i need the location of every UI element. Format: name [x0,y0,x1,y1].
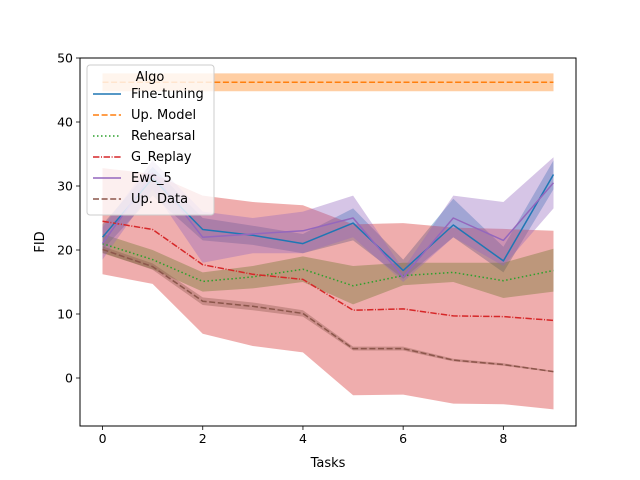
rehearsal-band [102,234,554,305]
y-tick-label: 30 [57,179,73,194]
g-replay-band [102,168,554,410]
legend-label-up-data: Up. Data [131,192,188,207]
legend-entries: Fine-tuning Up. Model Rehearsal G_Replay Ewc… [93,87,204,207]
y-tick-label: 40 [57,115,73,130]
x-tick-label: 4 [299,431,307,446]
y-axis-ticks: 0 10 20 30 40 50 [57,51,80,386]
x-tick-label: 8 [499,431,507,446]
y-tick-label: 20 [57,243,73,258]
up-data-line [102,248,554,373]
legend-label-g-replay: G_Replay [131,150,192,165]
y-tick-label: 10 [57,307,73,322]
y-tick-label: 0 [65,371,73,386]
legend-title: Algo [136,70,165,85]
g-replay-line [102,220,554,322]
ewc-5-band [102,157,554,282]
x-tick-label: 0 [99,431,107,446]
x-axis-ticks: 0 2 4 6 8 [99,426,507,446]
legend-label-rehearsal: Rehearsal [131,129,195,144]
y-tick-label: 50 [57,51,73,66]
legend-label-up-model: Up. Model [131,108,196,123]
legend-label-ewc-5: Ewc_5 [131,171,172,186]
legend: Algo Fine-tuning Up. Model Rehearsal G_Repl… [86,64,215,216]
x-axis-label: Tasks [310,456,346,471]
x-tick-label: 2 [199,431,207,446]
plot-area [101,73,555,410]
axes-frame [79,57,577,427]
legend-label-fine-tuning: Fine-tuning [131,87,204,102]
y-axis-label: FID [33,231,48,252]
x-tick-label: 6 [399,431,407,446]
